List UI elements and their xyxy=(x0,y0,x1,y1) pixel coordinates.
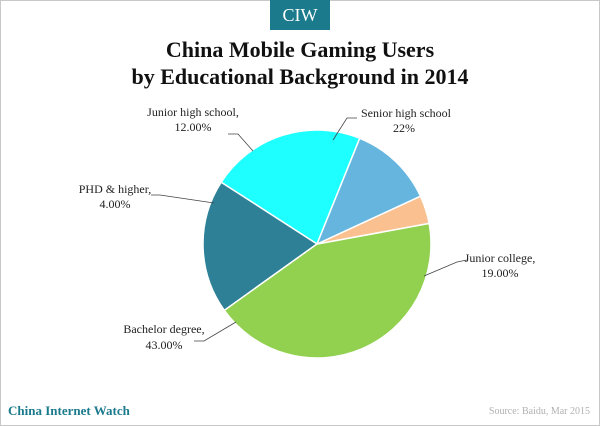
label-junior-college-name: Junior college, xyxy=(465,251,536,265)
label-junior-high-name: Junior high school, xyxy=(147,105,239,119)
leader-line-senior-high-school xyxy=(332,117,357,141)
label-junior-college-value: 19.00% xyxy=(482,266,519,280)
label-phd-value: 4.00% xyxy=(100,197,131,211)
label-senior-high-value: 22% xyxy=(393,121,415,135)
pie-slice-junior-college xyxy=(202,181,319,312)
pie-slice-junior-high-school xyxy=(315,137,422,246)
label-bachelor-name: Bachelor degree, xyxy=(123,322,204,336)
leader-lines xyxy=(151,117,468,342)
leader-line-phd-and-higher xyxy=(151,194,215,204)
ciw-logo-badge: CIW xyxy=(270,0,330,30)
leader-line-junior-high-school xyxy=(228,133,254,152)
pie-slice-senior-high-school xyxy=(220,129,361,246)
leader-line-junior-college xyxy=(423,259,468,277)
source-note: Source: Baidu, Mar 2015 xyxy=(488,406,590,417)
footer-brand: China Internet Watch xyxy=(8,403,130,418)
label-junior-high-value: 12.00% xyxy=(175,120,212,134)
label-phd-name: PHD & higher, xyxy=(79,182,152,196)
chart-title: China Mobile Gaming Users by Educational… xyxy=(0,36,600,90)
pie-slices xyxy=(202,129,432,359)
chart-title-line-1: China Mobile Gaming Users xyxy=(165,37,435,62)
leader-line-bachelor-degree xyxy=(194,321,237,342)
label-bachelor-value: 43.00% xyxy=(146,338,183,352)
label-senior-high-name: Senior high school xyxy=(361,106,452,120)
pie-slice-bachelor-degree xyxy=(223,222,432,359)
chart-title-line-2: by Educational Background in 2014 xyxy=(131,64,469,89)
